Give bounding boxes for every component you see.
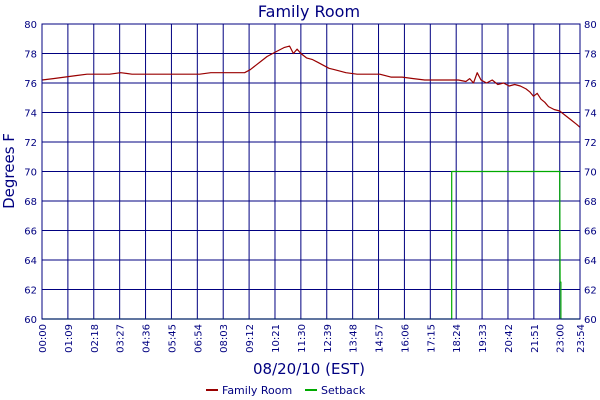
x-tick-label: 03:27 [116,324,127,353]
x-tick-label: 23:00 [556,324,567,353]
x-tick-label: 11:30 [297,324,308,353]
chart-title: Family Room [258,2,360,21]
y-tick-label-right: 80 [584,20,597,31]
x-axis-label: 08/20/10 (EST) [253,360,365,378]
x-tick-label: 23:54 [576,324,587,353]
y-tick-label-left: 78 [24,50,37,61]
y-tick-label-left: 70 [24,168,37,179]
x-tick-label: 19:33 [478,324,489,353]
y-tick-label-right: 68 [584,197,597,208]
x-tick-label: 05:45 [167,324,178,353]
y-tick-labels: 60 60 62 62 64 64 66 66 68 68 70 70 72 72 74 74 76 76 78 78… [24,20,596,326]
series-line-family-room [41,45,581,128]
series-lines [41,45,581,320]
y-tick-label-left: 64 [24,256,37,267]
y-tick-label-right: 60 [584,315,597,326]
y-tick-label-right: 74 [584,109,597,120]
x-tick-label: 02:18 [90,324,101,353]
y-tick-label-left: 80 [24,20,37,31]
x-tick-label: 16:06 [400,324,411,353]
x-tick-label: 00:00 [38,324,49,353]
x-tick-label: 18:24 [452,324,463,353]
x-tick-label: 13:48 [349,324,360,353]
y-tick-label-right: 70 [584,168,597,179]
y-tick-label-right: 66 [584,227,597,238]
y-tick-label-right: 76 [584,79,597,90]
y-tick-label-left: 76 [24,79,37,90]
x-tick-label: 06:54 [193,324,204,353]
x-tick-label: 04:36 [142,324,153,353]
y-tick-label-left: 60 [24,315,37,326]
x-tick-label: 21:51 [530,324,541,353]
y-tick-label-left: 72 [24,138,37,149]
y-tick-label-right: 72 [584,138,597,149]
x-tick-label: 12:39 [323,324,334,353]
y-tick-label-right: 62 [584,286,597,297]
x-tick-label: 09:12 [245,324,256,353]
series-line-setback [42,170,580,320]
plot-frame [41,23,581,320]
x-tick-label: 08:03 [219,324,230,353]
x-tick-labels: 00:00 01:09 02:18 03:27 04:36 05:45 06:54 08:03… [38,324,587,353]
y-tick-label-right: 78 [584,50,597,61]
y-tick-label-left: 74 [24,109,37,120]
x-tick-label: 01:09 [64,324,75,353]
legend: Family Room Setback [206,384,366,397]
legend-label: Family Room [222,384,292,397]
legend-label: Setback [321,384,366,397]
y-tick-label-left: 66 [24,227,37,238]
y-axis-label: Degrees F [0,133,18,209]
y-tick-label-left: 68 [24,197,37,208]
x-tick-label: 17:15 [426,324,437,353]
x-tick-label: 14:57 [375,324,386,353]
y-tick-label-left: 62 [24,286,37,297]
y-tick-label-right: 64 [584,256,597,267]
x-tick-label: 20:42 [504,324,515,353]
x-tick-label: 10:21 [271,324,282,353]
